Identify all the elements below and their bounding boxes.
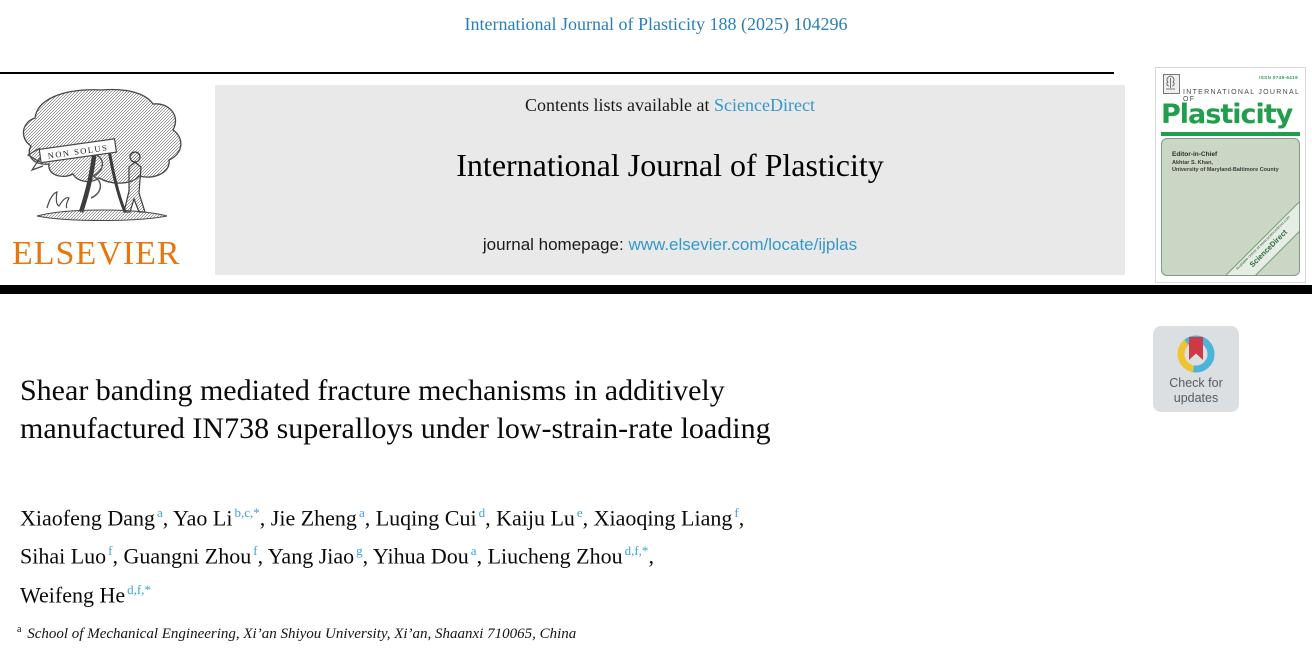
cover-issn: ISSN 0749-6419: [1259, 75, 1298, 80]
cover-sciencedirect-stripe: Available online at www.sciencedirect.co…: [1214, 194, 1299, 275]
citation-link[interactable]: International Journal of Plasticity 188 …: [464, 14, 848, 34]
author-name: Xiaofeng Dang: [20, 505, 156, 531]
author-name: Xiaoqing Liang: [593, 505, 733, 531]
journal-banner: Contents lists available at ScienceDirec…: [215, 85, 1125, 275]
footnote-sup: a: [17, 624, 22, 635]
author-list: Xiaofeng Dang a, Yao Li b,c,*, Jie Zheng a,…: [20, 496, 1140, 611]
cover-body: Editor-in-Chief Akhtar S. Khan, Universi…: [1161, 138, 1300, 276]
author-affiliation-sup: d: [478, 505, 486, 520]
author-affiliation-sup: b,c,*: [234, 505, 260, 520]
badge-line2: updates: [1173, 391, 1219, 405]
author-affiliation-sup: d,f,*: [624, 543, 649, 559]
author-name: Liucheng Zhou: [487, 543, 623, 569]
cover-editor-affiliation: University of Maryland-Baltimore County: [1172, 167, 1279, 173]
contents-line: Contents lists available at ScienceDirec…: [215, 95, 1125, 116]
cover-editor-name: Akhtar S. Khan,: [1172, 160, 1213, 166]
author-name: Yihua Dou: [372, 543, 469, 569]
article-title: Shear banding mediated fracture mechanis…: [20, 372, 1140, 448]
author-line: Sihai Luo f, Guangni Zhou f, Yang Jiao g, Y…: [20, 543, 654, 569]
homepage-line: journal homepage: www.elsevier.com/locat…: [215, 235, 1125, 255]
homepage-link[interactable]: www.elsevier.com/locate/ijplas: [628, 235, 858, 254]
footnote-text: School of Mechanical Engineering, Xi’an …: [23, 626, 577, 642]
badge-text: Check for updates: [1153, 376, 1239, 406]
article-title-line2: manufactured IN738 superalloys under low…: [20, 412, 771, 445]
journal-title: International Journal of Plasticity: [456, 147, 884, 183]
author-affiliation-sup: d,f,*: [127, 581, 151, 597]
author-affiliation-sup: f: [108, 543, 113, 559]
author-line: Weifeng He d,f,*: [20, 573, 1140, 611]
author-name: Weifeng He: [20, 581, 126, 607]
elsevier-wordmark: ELSEVIER: [12, 235, 181, 272]
author-name: Kaiju Lu: [496, 505, 575, 531]
author-affiliation-sup: e: [576, 505, 583, 520]
author-affiliation-sup: f: [253, 543, 258, 559]
cover-sciencedirect-label: ScienceDirect: [1247, 227, 1290, 270]
cover-logo: Plasticity: [1161, 99, 1293, 130]
author-name: Yang Jiao: [267, 543, 355, 569]
article-title-line1: Shear banding mediated fracture mechanis…: [20, 374, 725, 407]
crossmark-icon: [1177, 335, 1215, 373]
author-name: Sihai Luo: [20, 543, 107, 569]
check-for-updates-badge[interactable]: Check for updates: [1153, 326, 1239, 412]
author-name: Jie Zheng: [270, 505, 357, 531]
cover-kicker: INTERNATIONAL JOURNAL OF: [1183, 89, 1300, 103]
author-affiliation-sup: a: [470, 543, 477, 559]
contents-prefix: Contents lists available at: [525, 95, 714, 115]
author-affiliation-sup: g: [356, 543, 363, 559]
top-rule: [0, 72, 1114, 74]
cover-elsevier-mark-icon: [1163, 74, 1180, 94]
journal-cover-thumbnail: ISSN 0749-6419 INTERNATIONAL JOURNAL OF …: [1155, 67, 1306, 283]
author-name: Guangni Zhou: [123, 543, 252, 569]
elsevier-logo: NON SOLUS ELSEVIER: [12, 88, 207, 273]
homepage-prefix: journal homepage:: [482, 235, 629, 254]
cover-editor-label: Editor-in-Chief: [1172, 151, 1218, 158]
author-affiliation-sup: a: [157, 505, 163, 520]
sciencedirect-link[interactable]: ScienceDirect: [714, 95, 815, 115]
author-affiliation-sup: f: [734, 505, 739, 520]
affiliation-footnote: a School of Mechanical Engineering, Xi’a…: [17, 624, 1117, 643]
author-line: Xiaofeng Dang a, Yao Li b,c,*, Jie Zheng a,…: [20, 505, 745, 531]
author-affiliation-sup: a: [358, 505, 365, 520]
elsevier-tree-icon: NON SOLUS: [22, 88, 182, 221]
header-divider: [0, 285, 1312, 294]
cover-logo-underline: [1161, 132, 1300, 136]
badge-line1: Check for: [1169, 376, 1223, 390]
author-name: Yao Li: [172, 505, 233, 531]
author-name: Luqing Cui: [375, 505, 477, 531]
